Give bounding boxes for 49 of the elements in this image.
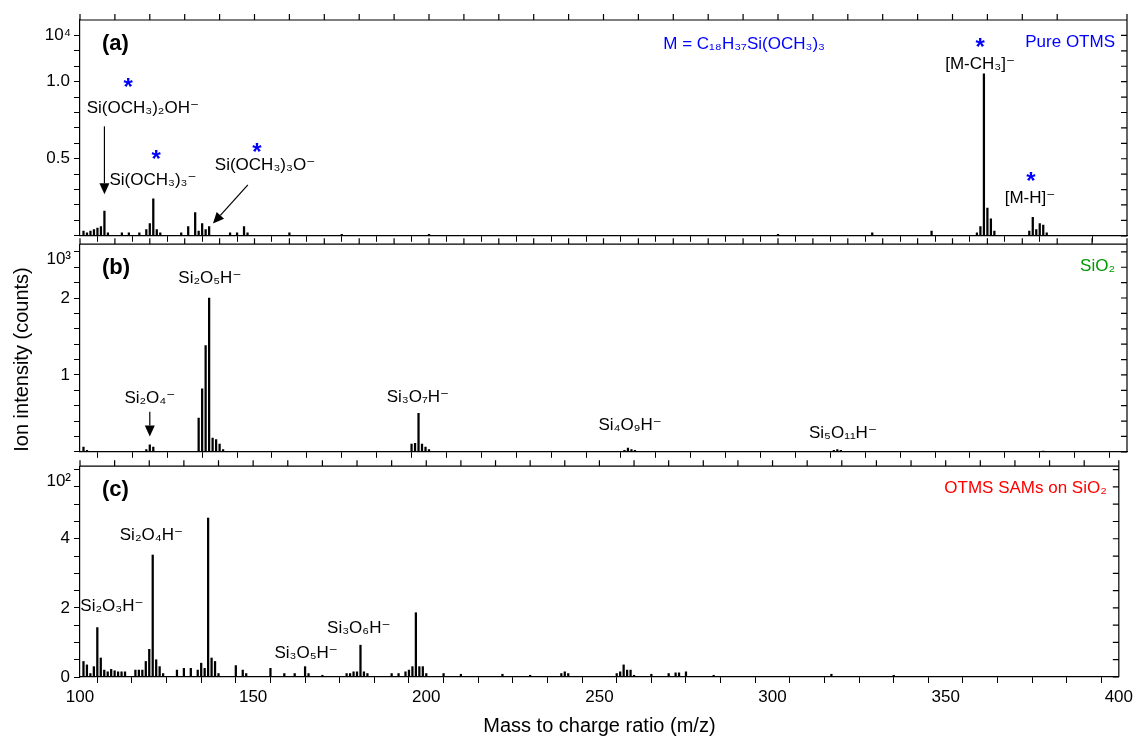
bar: [82, 230, 85, 236]
bar: [89, 230, 92, 236]
y-tick-label: 2: [60, 597, 70, 617]
y-tick-label: 1: [60, 364, 70, 384]
text: (a): [102, 30, 129, 56]
annotation: M = C₁₈H₃₇Si(OCH₃)₃: [663, 34, 825, 54]
annotation: Si₂O₄⁻: [124, 388, 176, 408]
text: Pure OTMS: [1025, 31, 1115, 51]
y-tick-label: 4: [60, 528, 70, 548]
annotation: Si(OCH₃)₂OH⁻: [86, 97, 199, 117]
text: SiO₂: [1080, 255, 1115, 275]
annotation: Si₅O₁₁H⁻: [808, 423, 877, 443]
text: (c): [102, 476, 129, 502]
bar: [930, 230, 933, 236]
x-tick-label: 400: [1104, 686, 1134, 706]
y-tick-label: 1.0: [46, 71, 70, 91]
y-tick-label: 0: [60, 666, 70, 686]
y-axis-title: 10²: [46, 470, 72, 490]
bar: [424, 446, 427, 452]
text: Ion intensity (counts): [9, 267, 32, 452]
x-axis-title: Mass to charge ratio (m/z): [483, 713, 716, 736]
bar: [417, 413, 420, 452]
annotation: Si₂O₅H⁻: [178, 267, 242, 287]
bar: [630, 449, 633, 452]
bar: [103, 210, 106, 236]
x-tick-label: 250: [585, 686, 614, 706]
x-tick-label: 300: [758, 686, 787, 706]
annotation: Si₄O₉H⁻: [598, 415, 662, 435]
y-axis-title: 10³: [46, 248, 72, 268]
x-tick-label: 100: [65, 686, 95, 706]
y-tick-label: 0.5: [46, 148, 70, 168]
annotation: *: [151, 145, 162, 173]
y-axis-title: 10⁴: [44, 24, 71, 44]
annotation: Si₃O₇H⁻: [386, 386, 450, 406]
chart-title: (b): [102, 254, 131, 280]
bar: [218, 443, 221, 452]
bar: [288, 232, 291, 236]
x-tick-label: 350: [931, 686, 960, 706]
annotation: *: [123, 72, 134, 100]
text: OTMS SAMs on SiO₂: [944, 477, 1107, 497]
annotation: Si₃O₅H⁻: [274, 643, 338, 663]
bar: [82, 446, 85, 452]
annotation: Si₃O₆H⁻: [327, 618, 391, 638]
annotation: Si₂O₄H⁻: [119, 525, 183, 544]
x-tick-label: 200: [412, 686, 441, 706]
y-tick-label: 2: [60, 287, 70, 307]
annotation: Si(OCH₃)₃⁻: [109, 170, 197, 189]
annotation: Si₂O₃H⁻: [80, 595, 144, 615]
x-tick-label: 150: [238, 686, 268, 706]
